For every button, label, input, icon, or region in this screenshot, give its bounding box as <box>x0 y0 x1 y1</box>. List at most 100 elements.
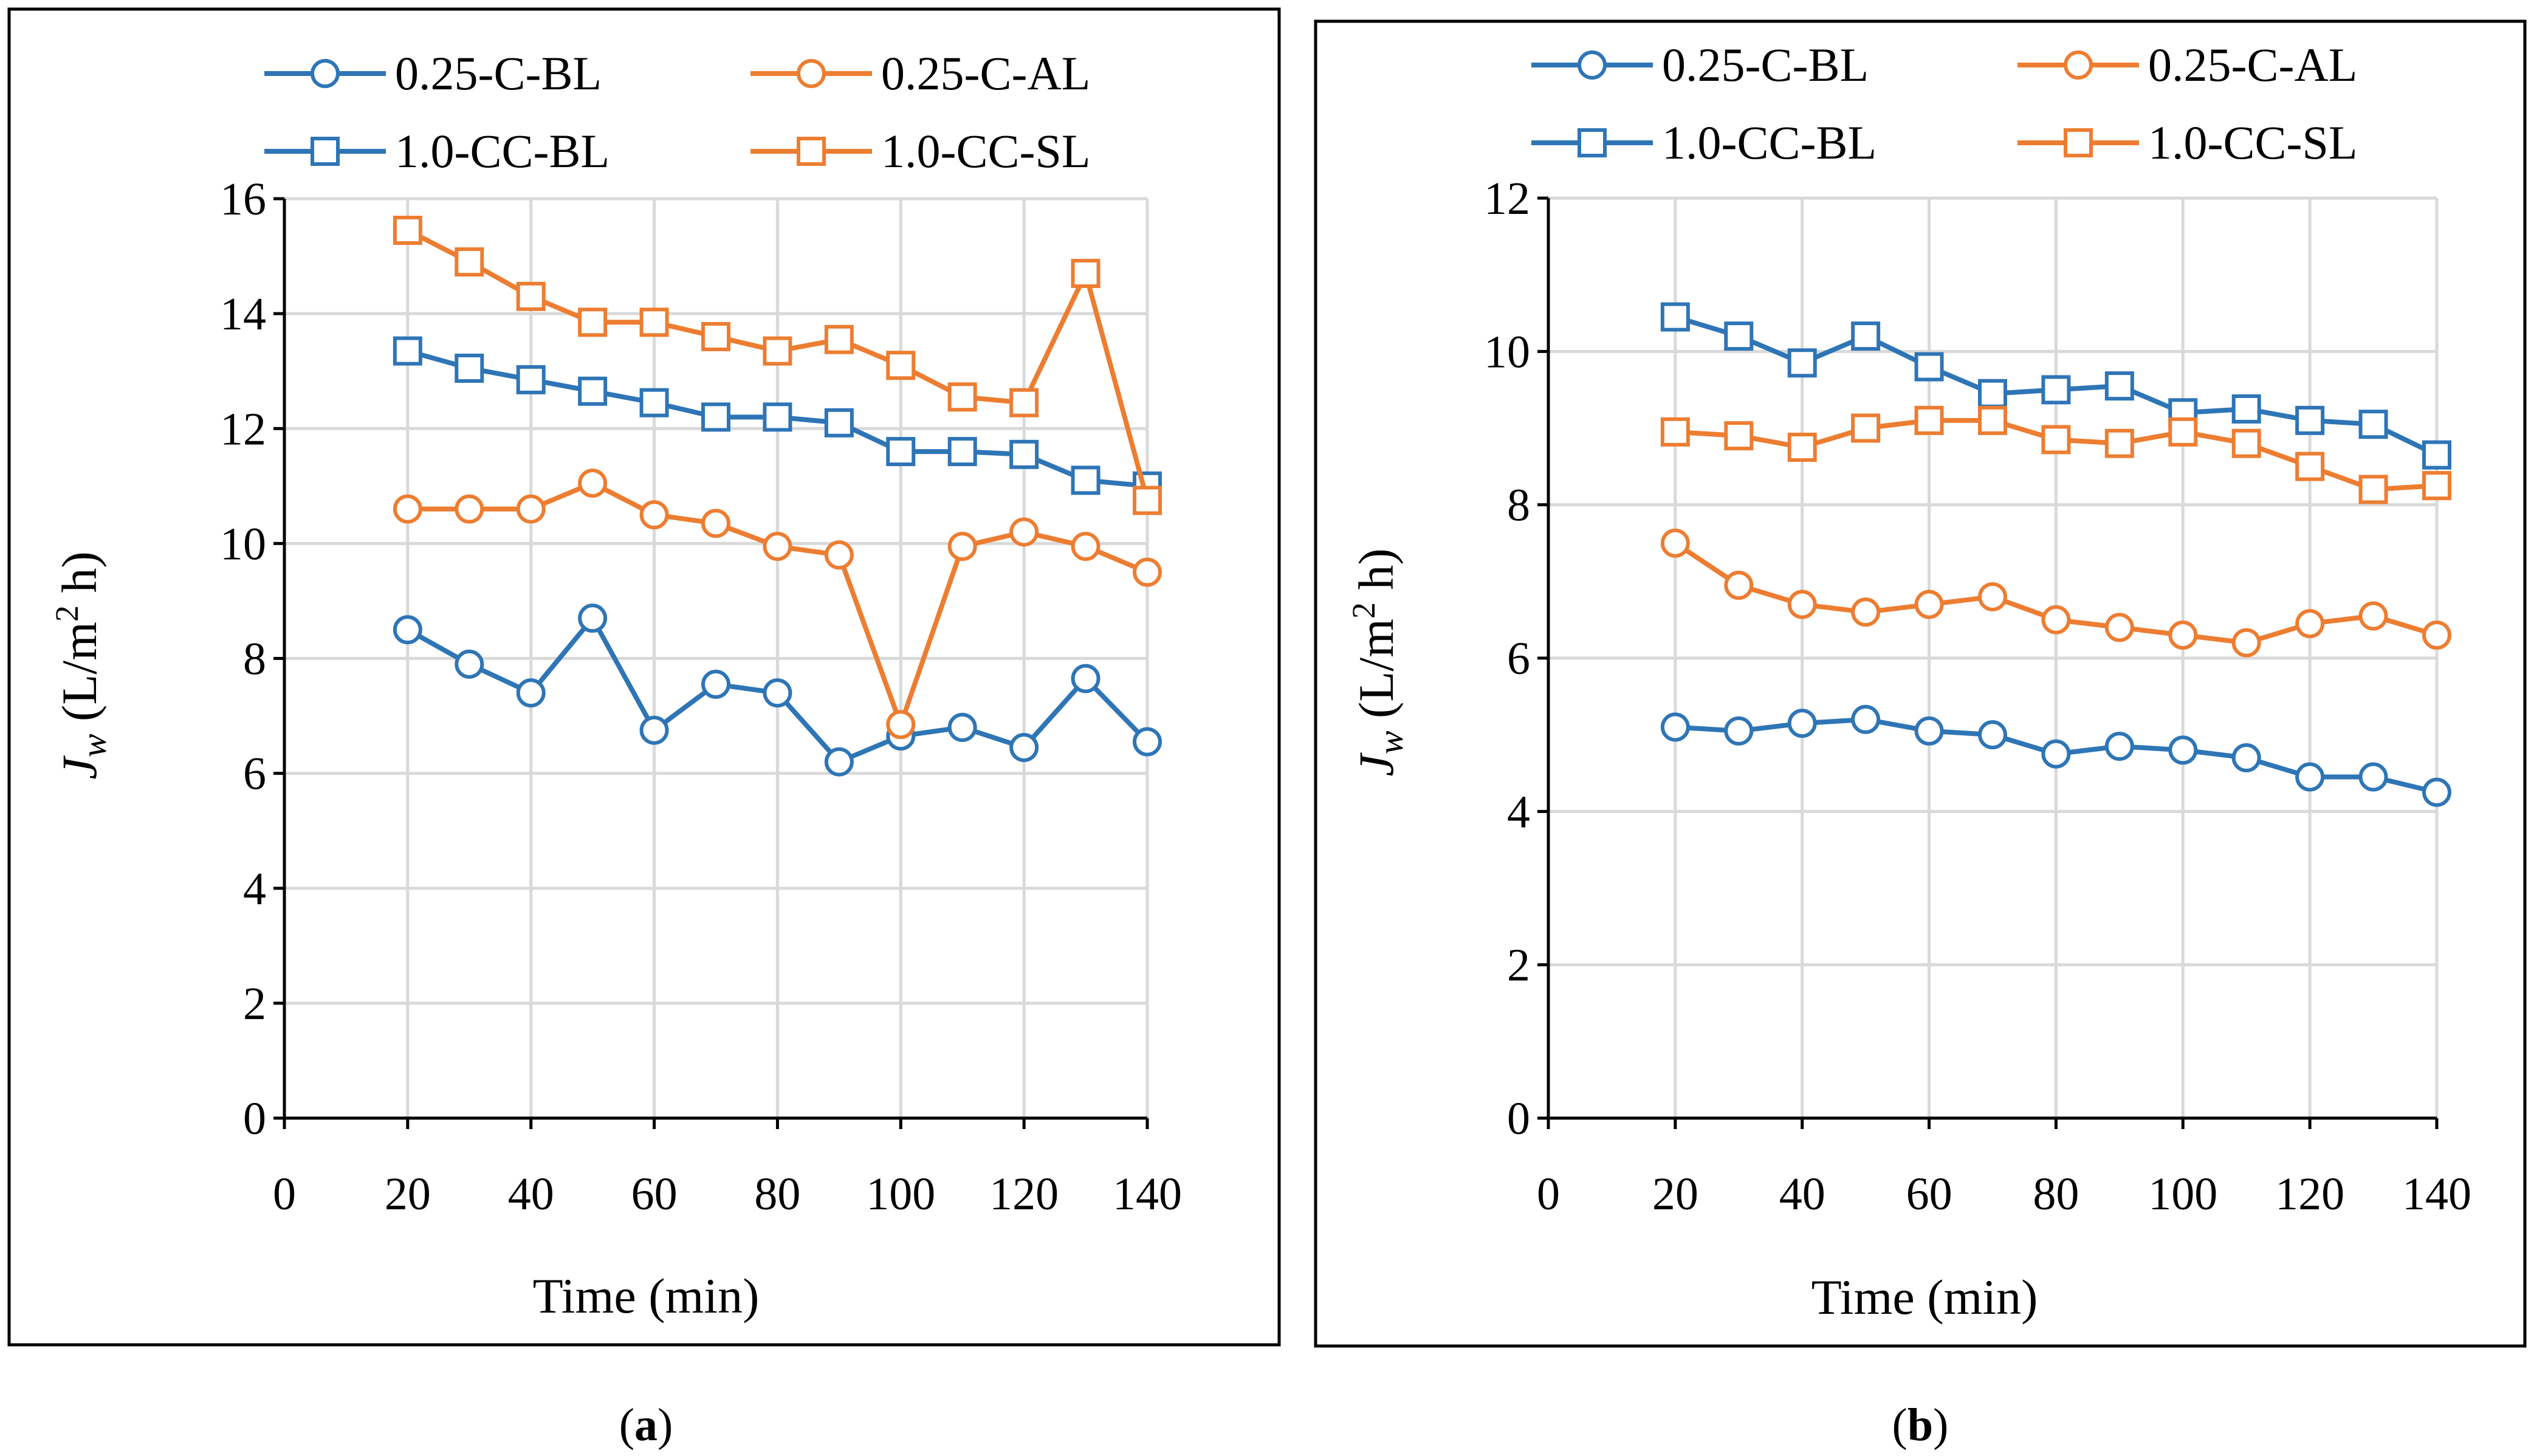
data-point <box>2104 371 2134 401</box>
data-point <box>1724 321 1754 351</box>
y-tick-label: 4 <box>243 864 266 915</box>
data-point <box>455 353 484 383</box>
data-point <box>639 388 669 417</box>
legend-label-1-0-cc-bl: 1.0-CC-BL <box>1662 116 1876 169</box>
x-tick-label: 0 <box>273 1169 296 1220</box>
x-tick-label: 80 <box>2033 1169 2079 1220</box>
data-point <box>886 351 916 380</box>
data-point <box>2104 732 2134 761</box>
y-axis-title-b: Jw (L/m2 h) <box>1345 548 1410 776</box>
data-point <box>2422 440 2451 470</box>
series-lines-b <box>1660 302 2451 807</box>
data-point <box>1133 557 1162 587</box>
y-tick-label: 0 <box>1507 1093 1530 1144</box>
series-1-0-cc-sl <box>393 216 1162 515</box>
data-point <box>2295 609 2325 639</box>
data-point <box>2041 425 2071 455</box>
legend-label-0-25-c-bl: 0.25-C-BL <box>1662 38 1869 91</box>
data-point <box>639 500 669 530</box>
panel-frame-a <box>7 7 1281 1347</box>
data-point <box>578 307 608 337</box>
data-point <box>516 678 546 708</box>
data-point <box>1009 439 1039 469</box>
y-tick-label: 6 <box>243 749 266 800</box>
legend-label-0-25-c-al: 0.25-C-AL <box>881 47 1090 100</box>
y-tick-label: 6 <box>1507 633 1530 684</box>
y-tick-label: 10 <box>220 518 266 569</box>
panel-caption-b: (b) <box>1892 1399 1949 1451</box>
data-point <box>1724 571 1754 600</box>
data-point <box>393 494 422 524</box>
x-tick-label: 120 <box>2275 1169 2344 1220</box>
data-point <box>2422 777 2451 807</box>
data-point <box>824 408 854 438</box>
data-point <box>2168 417 2198 447</box>
series-1-0-cc-bl <box>393 336 1162 501</box>
data-point <box>516 494 546 524</box>
y-tick-label: 8 <box>1507 480 1530 531</box>
data-point <box>455 649 484 679</box>
data-point <box>1071 258 1100 288</box>
series-1-0-cc-bl <box>1660 302 2451 470</box>
legend-entry-0-25-c-al: 0.25-C-AL <box>750 47 1090 100</box>
data-point <box>2041 739 2071 769</box>
data-point <box>1133 486 1162 515</box>
legend-a: 0.25-C-BL 0.25-C-AL 1.0-CC-BL 1.0-CC-SL <box>264 47 1091 177</box>
data-point <box>1071 532 1100 561</box>
y-tick-label: 2 <box>1507 940 1530 991</box>
x-tick-label: 60 <box>631 1169 678 1220</box>
data-point <box>2358 762 2388 792</box>
y-tick-label: 4 <box>1507 786 1530 837</box>
data-point <box>2041 375 2071 405</box>
data-point <box>2422 620 2451 650</box>
data-point <box>639 307 669 337</box>
x-tick-label: 80 <box>754 1169 800 1220</box>
data-point <box>701 402 730 432</box>
data-point <box>1851 321 1881 351</box>
data-point <box>763 678 792 708</box>
data-point <box>947 437 977 467</box>
x-tick-label: 40 <box>508 1169 554 1220</box>
data-point <box>763 402 792 432</box>
legend-entry-1-0-cc-bl: 1.0-CC-BL <box>264 125 609 177</box>
data-point <box>1724 421 1754 451</box>
panel-frame-b <box>1314 19 2527 1348</box>
data-point <box>1851 413 1881 443</box>
data-point <box>2104 428 2134 458</box>
data-point <box>947 712 977 742</box>
x-tick-label: 140 <box>2402 1169 2471 1220</box>
data-point <box>1787 348 1817 378</box>
x-tick-label: 20 <box>385 1169 431 1220</box>
data-point <box>516 365 546 394</box>
data-point <box>1851 704 1881 734</box>
data-point <box>1914 716 1944 746</box>
y-tick-label: 8 <box>243 634 266 685</box>
x-tick-label: 100 <box>866 1169 935 1220</box>
data-point <box>393 216 422 246</box>
data-point <box>393 615 422 645</box>
gridlines-a <box>284 197 1149 1118</box>
x-tick-label: 60 <box>1906 1169 1952 1220</box>
y-tick-label: 12 <box>1484 173 1530 224</box>
legend-entry-0-25-c-al: 0.25-C-AL <box>2017 38 2357 91</box>
series-0-25-c-al <box>1660 528 2451 658</box>
data-point <box>2231 428 2261 458</box>
y-tick-label: 14 <box>220 289 266 340</box>
data-point <box>1978 379 2007 408</box>
axes-a <box>273 197 1149 1129</box>
data-point <box>2104 613 2134 642</box>
data-point <box>1787 709 1817 738</box>
data-point <box>2295 762 2325 792</box>
data-point <box>824 540 854 570</box>
x-tick-label: 20 <box>1652 1169 1698 1220</box>
series-0-25-c-bl <box>1660 704 2451 807</box>
legend-label-0-25-c-al: 0.25-C-AL <box>2148 38 2357 91</box>
data-point <box>639 715 669 745</box>
data-point <box>2358 410 2388 439</box>
data-point <box>2358 475 2388 504</box>
data-point <box>1914 589 1944 619</box>
legend-entry-0-25-c-bl: 0.25-C-BL <box>264 47 602 100</box>
legend-entry-1-0-cc-bl: 1.0-CC-BL <box>1531 116 1876 169</box>
tick-labels-a: 0 2 4 6 8 10 12 14 16 0 20 40 60 80 100 120 140 <box>220 174 1182 1220</box>
